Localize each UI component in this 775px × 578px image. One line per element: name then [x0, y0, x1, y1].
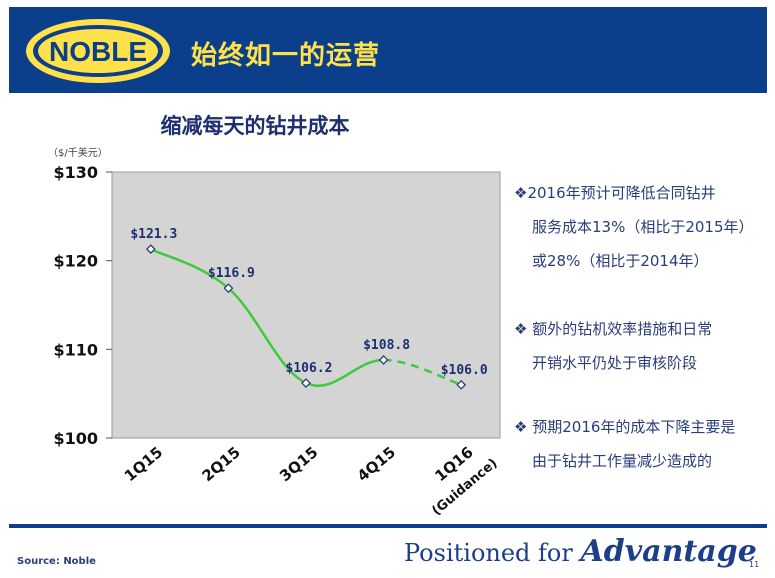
unit-label: （$/千美元）	[48, 148, 108, 159]
data-point-marker	[456, 379, 467, 390]
line-chart: $100 $110 $120 $130 $121.3 1Q15 $116.9 2Q15 $106…	[53, 163, 501, 519]
x-tick-label: 4Q15	[354, 443, 399, 485]
data-point-marker	[145, 244, 156, 255]
diamond-bullet-icon: ❖	[514, 184, 528, 202]
bullet-1-line-1: 2016年预计可降低合同钻井	[527, 184, 716, 202]
bullet-3-line-1: 预期2016年的成本下降主要是	[532, 418, 736, 436]
data-point-marker	[223, 283, 234, 294]
x-tick-label: 3Q15	[276, 443, 321, 485]
tagline: Positioned for Advantage	[404, 534, 757, 569]
series-line-actual	[150, 248, 384, 387]
source-note: Source: Noble	[17, 556, 96, 567]
chart-title: 缩减每天的钻井成本	[160, 114, 350, 138]
y-tick-label: $110	[53, 340, 98, 359]
bullet-3: ❖ 预期2016年的成本下降主要是 由于钻井工作量减少造成的	[514, 410, 735, 478]
footer-rule	[9, 524, 767, 528]
bullet-1-line-2: 服务成本13%（相比于2015年）	[532, 218, 754, 236]
bullet-1: ❖2016年预计可降低合同钻井 服务成本13%（相比于2015年） 或28%（相…	[514, 176, 754, 278]
bullet-2: ❖ 额外的钻机效率措施和日常 开销水平仍处于审核阶段	[514, 312, 712, 380]
bullet-1-line-3: 或28%（相比于2014年）	[532, 252, 709, 270]
diamond-bullet-icon: ❖	[514, 418, 528, 436]
plot-area	[111, 171, 501, 439]
bullet-2-line-2: 开销水平仍处于审核阶段	[532, 354, 698, 372]
bullet-3-line-2: 由于钻井工作量减少造成的	[532, 452, 713, 470]
noble-logo: NOBLE	[26, 19, 170, 83]
tagline-prefix: Positioned for	[404, 539, 581, 567]
tagline-emphasis: Advantage	[580, 534, 757, 569]
data-label: $108.8	[363, 338, 410, 353]
data-label: $106.0	[441, 363, 488, 378]
y-tick-label: $130	[53, 163, 98, 182]
header-bar: NOBLE 始终如一的运营	[9, 7, 767, 93]
data-label: $106.2	[286, 361, 333, 376]
logo-text: NOBLE	[49, 36, 147, 67]
y-tick-label: $100	[53, 429, 98, 448]
x-tick-label: 1Q15	[121, 443, 166, 485]
diamond-bullet-icon: ❖	[514, 320, 528, 338]
page-number: 11	[749, 560, 760, 569]
data-point-marker	[378, 355, 389, 365]
slide-title: 始终如一的运营	[191, 41, 381, 71]
bullet-2-line-1: 额外的钻机效率措施和日常	[532, 320, 713, 338]
data-label: $121.3	[130, 227, 177, 242]
data-label: $116.9	[208, 266, 255, 281]
series-line-guidance	[383, 358, 462, 386]
x-tick-label: 2Q15	[199, 443, 244, 485]
data-point-marker	[301, 378, 311, 388]
y-tick-label: $120	[53, 252, 98, 271]
